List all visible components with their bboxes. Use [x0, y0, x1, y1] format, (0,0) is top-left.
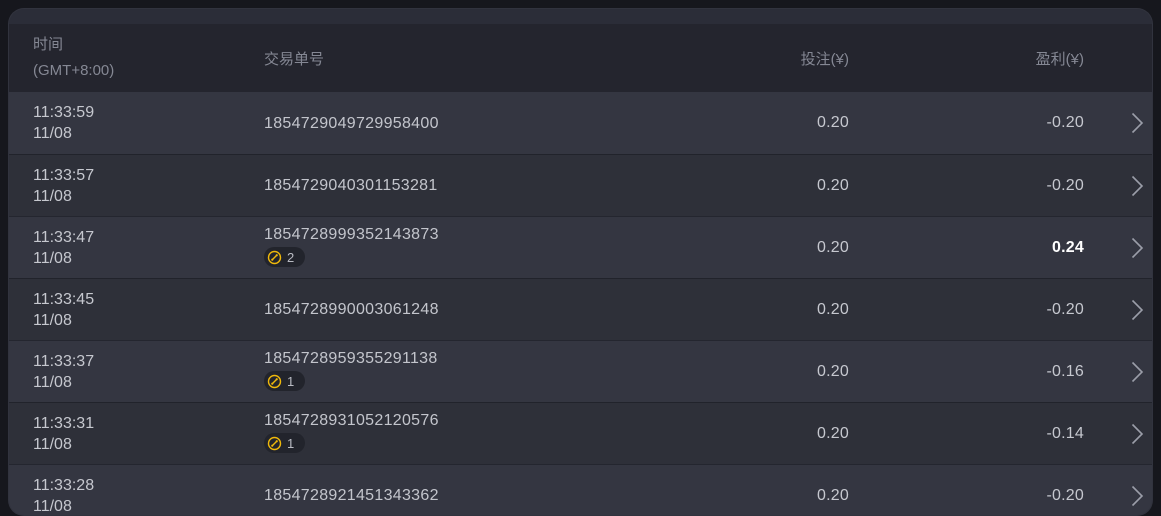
- time-value: 11:33:31: [33, 413, 264, 434]
- time-cell: 11:33:45 11/08: [9, 289, 264, 331]
- cashout-count-badge: 2: [264, 247, 305, 267]
- order-cell: 1854728999352143873 2: [264, 225, 689, 270]
- order-id: 1854728990003061248: [264, 300, 689, 319]
- cashout-circle-icon: [267, 374, 282, 389]
- order-id: 1854728921451343362: [264, 486, 689, 505]
- table-row[interactable]: 11:33:37 11/08 1854728959355291138 1 0.2…: [9, 340, 1152, 402]
- profit-amount: -0.20: [849, 114, 1084, 132]
- table-row[interactable]: 11:33:28 11/08 1854728921451343362 0.20 …: [9, 464, 1152, 516]
- row-arrow[interactable]: [1084, 112, 1152, 134]
- row-arrow[interactable]: [1084, 237, 1152, 259]
- chevron-right-icon: [1131, 237, 1144, 259]
- order-cell: 1854729040301153281: [264, 176, 689, 195]
- table-row[interactable]: 11:33:59 11/08 1854729049729958400 0.20 …: [9, 92, 1152, 154]
- order-cell: 1854728931052120576 1: [264, 411, 689, 456]
- order-id: 1854728959355291138: [264, 349, 689, 368]
- time-value: 11:33:59: [33, 102, 264, 123]
- chevron-right-icon: [1131, 299, 1144, 321]
- cashout-count-badge: 1: [264, 433, 305, 453]
- timezone-label: (GMT+8:00): [33, 58, 264, 84]
- bet-amount: 0.20: [689, 114, 849, 132]
- order-id: 1854728931052120576: [264, 411, 689, 430]
- date-value: 11/08: [33, 434, 264, 455]
- date-value: 11/08: [33, 123, 264, 144]
- bet-amount: 0.20: [689, 487, 849, 505]
- column-header-bet: 投注(¥): [689, 48, 849, 69]
- time-value: 11:33:28: [33, 475, 264, 496]
- bet-amount: 0.20: [689, 239, 849, 257]
- badge-count: 2: [287, 248, 295, 267]
- time-value: 11:33:37: [33, 351, 264, 372]
- bet-amount: 0.20: [689, 177, 849, 195]
- cashout-circle-icon: [267, 436, 282, 451]
- profit-amount: -0.14: [849, 425, 1084, 443]
- profit-amount: 0.24: [849, 239, 1084, 257]
- bet-amount: 0.20: [689, 425, 849, 443]
- chevron-right-icon: [1131, 361, 1144, 383]
- time-value: 11:33:47: [33, 227, 264, 248]
- date-value: 11/08: [33, 372, 264, 393]
- row-arrow[interactable]: [1084, 361, 1152, 383]
- chevron-right-icon: [1131, 423, 1144, 445]
- table-body: 11:33:59 11/08 1854729049729958400 0.20 …: [9, 92, 1152, 516]
- row-arrow[interactable]: [1084, 175, 1152, 197]
- order-cell: 1854728959355291138 1: [264, 349, 689, 394]
- row-arrow[interactable]: [1084, 299, 1152, 321]
- time-label: 时间: [33, 32, 264, 58]
- time-cell: 11:33:37 11/08: [9, 351, 264, 393]
- bet-amount: 0.20: [689, 363, 849, 381]
- time-cell: 11:33:57 11/08: [9, 165, 264, 207]
- chevron-right-icon: [1131, 485, 1144, 507]
- date-value: 11/08: [33, 186, 264, 207]
- order-id: 1854729049729958400: [264, 114, 689, 133]
- column-header-order: 交易单号: [264, 48, 689, 69]
- date-value: 11/08: [33, 310, 264, 331]
- row-arrow[interactable]: [1084, 423, 1152, 445]
- table-row[interactable]: 11:33:45 11/08 1854728990003061248 0.20 …: [9, 278, 1152, 340]
- time-cell: 11:33:31 11/08: [9, 413, 264, 455]
- profit-amount: -0.16: [849, 363, 1084, 381]
- time-value: 11:33:45: [33, 289, 264, 310]
- row-arrow[interactable]: [1084, 485, 1152, 507]
- table-header: 时间 (GMT+8:00) 交易单号 投注(¥) 盈利(¥): [9, 24, 1152, 92]
- bet-amount: 0.20: [689, 301, 849, 319]
- cashout-count-badge: 1: [264, 371, 305, 391]
- transactions-table: 时间 (GMT+8:00) 交易单号 投注(¥) 盈利(¥) 11:33:59 …: [8, 8, 1153, 516]
- table-row[interactable]: 11:33:31 11/08 1854728931052120576 1 0.2…: [9, 402, 1152, 464]
- badge-count: 1: [287, 434, 295, 453]
- profit-amount: -0.20: [849, 177, 1084, 195]
- badge-count: 1: [287, 372, 295, 391]
- profit-amount: -0.20: [849, 487, 1084, 505]
- table-row[interactable]: 11:33:57 11/08 1854729040301153281 0.20 …: [9, 154, 1152, 216]
- order-id: 1854729040301153281: [264, 176, 689, 195]
- cashout-circle-icon: [267, 250, 282, 265]
- chevron-right-icon: [1131, 112, 1144, 134]
- column-header-profit: 盈利(¥): [849, 48, 1084, 69]
- date-value: 11/08: [33, 248, 264, 269]
- time-cell: 11:33:28 11/08: [9, 475, 264, 516]
- order-id: 1854728999352143873: [264, 225, 689, 244]
- time-cell: 11:33:47 11/08: [9, 227, 264, 269]
- order-cell: 1854728921451343362: [264, 486, 689, 505]
- order-cell: 1854728990003061248: [264, 300, 689, 319]
- time-cell: 11:33:59 11/08: [9, 102, 264, 144]
- table-row[interactable]: 11:33:47 11/08 1854728999352143873 2 0.2…: [9, 216, 1152, 278]
- chevron-right-icon: [1131, 175, 1144, 197]
- profit-amount: -0.20: [849, 301, 1084, 319]
- order-cell: 1854729049729958400: [264, 114, 689, 133]
- time-value: 11:33:57: [33, 165, 264, 186]
- column-header-time: 时间 (GMT+8:00): [9, 32, 264, 84]
